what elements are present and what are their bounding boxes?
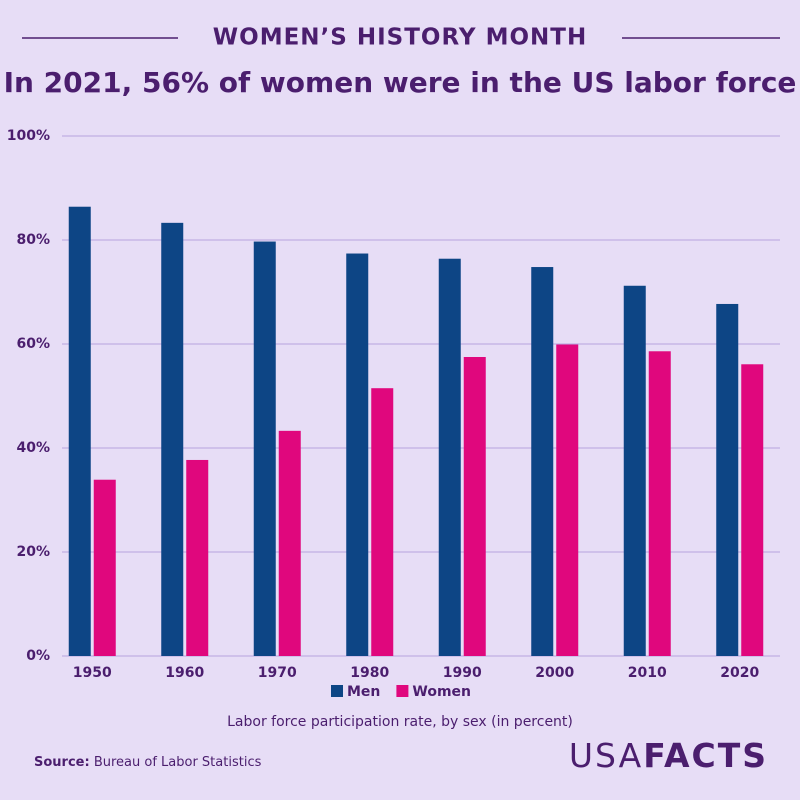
- x-tick-label: 2000: [535, 665, 574, 681]
- bar: [346, 253, 369, 656]
- bar: [531, 267, 554, 656]
- source-text: Bureau of Labor Statistics: [94, 755, 262, 770]
- bar: [438, 258, 461, 656]
- source-label: Source:: [34, 755, 90, 770]
- logo-bold: FACTS: [643, 736, 768, 775]
- bar: [278, 430, 301, 656]
- legend-swatch: [331, 685, 343, 697]
- y-tick-label: 60%: [16, 336, 50, 352]
- bar: [186, 459, 209, 656]
- y-tick-label: 40%: [16, 440, 50, 456]
- bar: [371, 388, 394, 656]
- y-tick-label: 80%: [16, 232, 50, 248]
- x-tick-label: 2020: [720, 665, 759, 681]
- x-tick-label: 2010: [628, 665, 667, 681]
- y-tick-label: 0%: [26, 648, 50, 664]
- legend-label: Women: [412, 684, 471, 700]
- bar: [68, 206, 91, 656]
- legend-label: Men: [347, 684, 380, 700]
- legend-swatch: [396, 685, 409, 697]
- bar: [623, 285, 646, 656]
- bar: [741, 364, 764, 656]
- chart-header: WOMEN’S HISTORY MONTH: [213, 25, 587, 51]
- bar: [463, 357, 486, 656]
- x-tick-label: 1990: [443, 665, 482, 681]
- y-tick-label: 100%: [7, 128, 50, 144]
- bar: [93, 479, 116, 656]
- chart-title: In 2021, 56% of women were in the US lab…: [4, 66, 797, 99]
- bar: [648, 351, 671, 656]
- logo: USAFACTS: [569, 736, 768, 775]
- x-tick-label: 1980: [350, 665, 389, 681]
- bar: [253, 241, 276, 656]
- bar: [161, 222, 184, 656]
- x-axis-label: Labor force participation rate, by sex (…: [227, 714, 573, 730]
- bar: [716, 303, 739, 656]
- x-tick-label: 1960: [165, 665, 204, 681]
- source: Source: Bureau of Labor Statistics: [34, 755, 262, 770]
- bar: [556, 344, 579, 656]
- y-tick-label: 20%: [16, 544, 50, 560]
- x-tick-label: 1970: [258, 665, 297, 681]
- logo-light: USA: [569, 736, 643, 775]
- x-tick-label: 1950: [73, 665, 112, 681]
